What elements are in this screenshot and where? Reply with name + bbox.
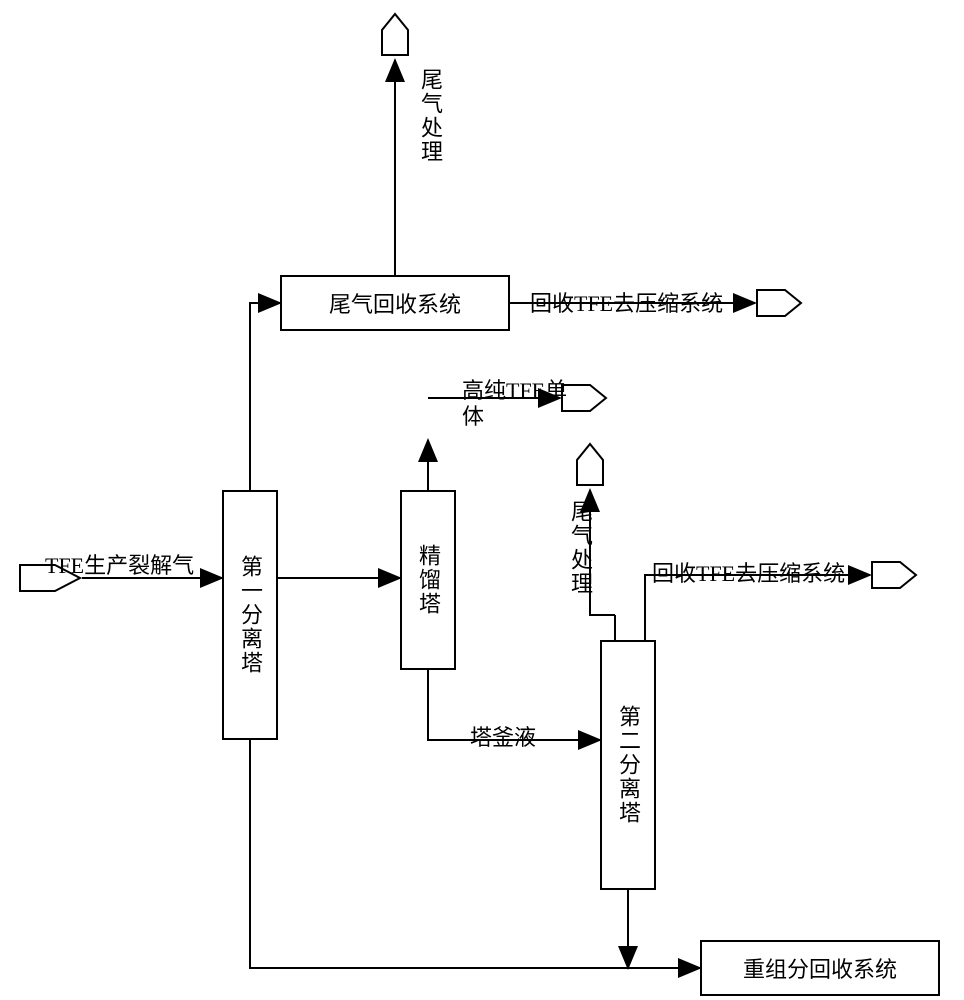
distill-label: 精馏塔 (412, 544, 444, 616)
second-separation-tower: 第二分离塔 (600, 640, 656, 890)
recombination-recovery-system: 重组分回收系统 (700, 940, 940, 996)
exhaust-label-1: 尾气处理 (414, 68, 446, 164)
bottom-liquid-label: 塔釜液 (470, 720, 536, 752)
house-compress2 (872, 562, 916, 588)
tfe-input-label: TFE生产裂解气 (45, 548, 194, 580)
tower1-label: 第一分离塔 (234, 555, 266, 675)
tailgas-recovery-system: 尾气回收系统 (280, 275, 510, 331)
house-exhaust1 (382, 14, 408, 55)
tfe-recover-label-2: 回收TFE去压缩系统 (652, 556, 845, 588)
house-compress1 (757, 290, 801, 316)
tailgas-label: 尾气回收系统 (329, 287, 461, 319)
first-separation-tower: 第一分离塔 (222, 490, 278, 740)
tower2-label: 第二分离塔 (612, 705, 644, 825)
house-exhaust2 (577, 444, 603, 485)
flow-diagram (0, 0, 964, 1000)
tfe-product-label: 高纯TFE单体 (462, 378, 572, 431)
recomb-label: 重组分回收系统 (743, 952, 897, 984)
exhaust-label-2: 尾气处理 (564, 500, 596, 596)
distillation-tower: 精馏塔 (400, 490, 456, 670)
arrow-tower1-to-tailgas (250, 303, 280, 490)
tfe-recover-label-1: 回收TFE去压缩系统 (530, 286, 723, 318)
